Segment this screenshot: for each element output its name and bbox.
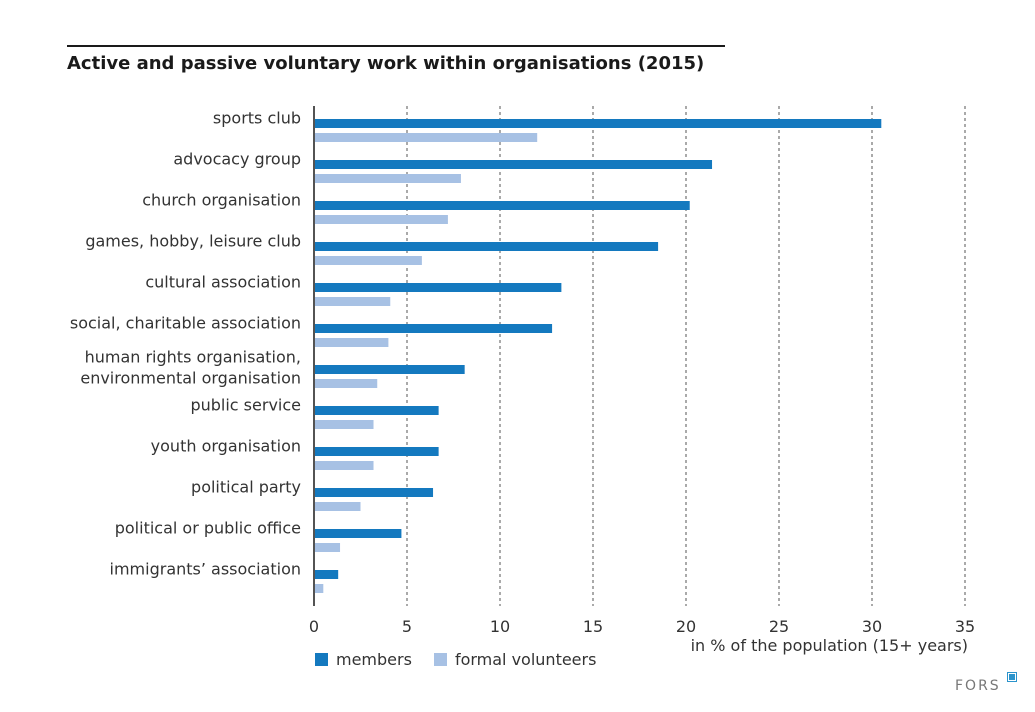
x-tick-label: 15: [583, 617, 603, 636]
legend-swatch-members: [315, 653, 328, 666]
category-label: immigrants’ association: [110, 560, 301, 579]
category-label: environmental organisation: [80, 369, 301, 388]
x-tick-label: 30: [862, 617, 882, 636]
category-label: games, hobby, leisure club: [85, 232, 301, 251]
x-tick-label: 25: [769, 617, 789, 636]
chart-title: Active and passive voluntary work within…: [67, 53, 705, 74]
x-tick-label: 20: [676, 617, 696, 636]
brand-square-icon: [1007, 672, 1017, 682]
bar-formal-volunteers: [315, 215, 448, 224]
bar-members: [315, 365, 465, 374]
title-rule: [67, 45, 725, 47]
bar-formal-volunteers: [315, 174, 461, 183]
category-label: human rights organisation,: [85, 348, 301, 367]
category-label: sports club: [213, 109, 301, 128]
category-label: youth organisation: [151, 437, 301, 456]
x-axis-label: in % of the population (15+ years): [690, 636, 968, 655]
bar-members: [315, 570, 339, 579]
category-label: advocacy group: [173, 150, 301, 169]
bar-formal-volunteers: [315, 502, 361, 511]
category-label: political party: [191, 478, 301, 497]
legend: members formal volunteers: [315, 650, 596, 669]
bar-members: [315, 160, 713, 169]
bar-members: [315, 324, 553, 333]
category-label: public service: [190, 396, 301, 415]
bar-formal-volunteers: [315, 584, 324, 593]
bar-members: [315, 283, 562, 292]
bar-members: [315, 447, 439, 456]
category-label: political or public office: [115, 519, 301, 538]
bar-formal-volunteers: [315, 543, 341, 552]
bar-formal-volunteers: [315, 297, 391, 306]
bar-formal-volunteers: [315, 461, 374, 470]
bar-members: [315, 488, 434, 497]
bar-members: [315, 201, 690, 210]
category-label: social, charitable association: [70, 314, 301, 333]
bar-formal-volunteers: [315, 338, 389, 347]
bar-formal-volunteers: [315, 133, 538, 142]
x-tick-label: 10: [490, 617, 510, 636]
legend-item-members: members: [315, 650, 412, 669]
bar-members: [315, 406, 439, 415]
category-label: church organisation: [142, 191, 301, 210]
bar-members: [315, 119, 882, 128]
brand-logo: FORS: [955, 678, 1001, 694]
legend-item-formal-volunteers: formal volunteers: [433, 650, 597, 669]
legend-label-members: members: [336, 650, 412, 669]
category-label: cultural association: [145, 273, 301, 292]
legend-swatch-formal-volunteers: [433, 653, 447, 666]
bar-members: [315, 529, 402, 538]
legend-label-formal-volunteers: formal volunteers: [454, 650, 597, 669]
x-tick-label: 0: [309, 617, 319, 636]
bar-formal-volunteers: [315, 379, 378, 388]
bar-formal-volunteers: [315, 256, 422, 265]
bar-members: [315, 242, 659, 251]
bar-formal-volunteers: [315, 420, 374, 429]
x-tick-label: 35: [955, 617, 975, 636]
x-tick-label: 5: [402, 617, 412, 636]
